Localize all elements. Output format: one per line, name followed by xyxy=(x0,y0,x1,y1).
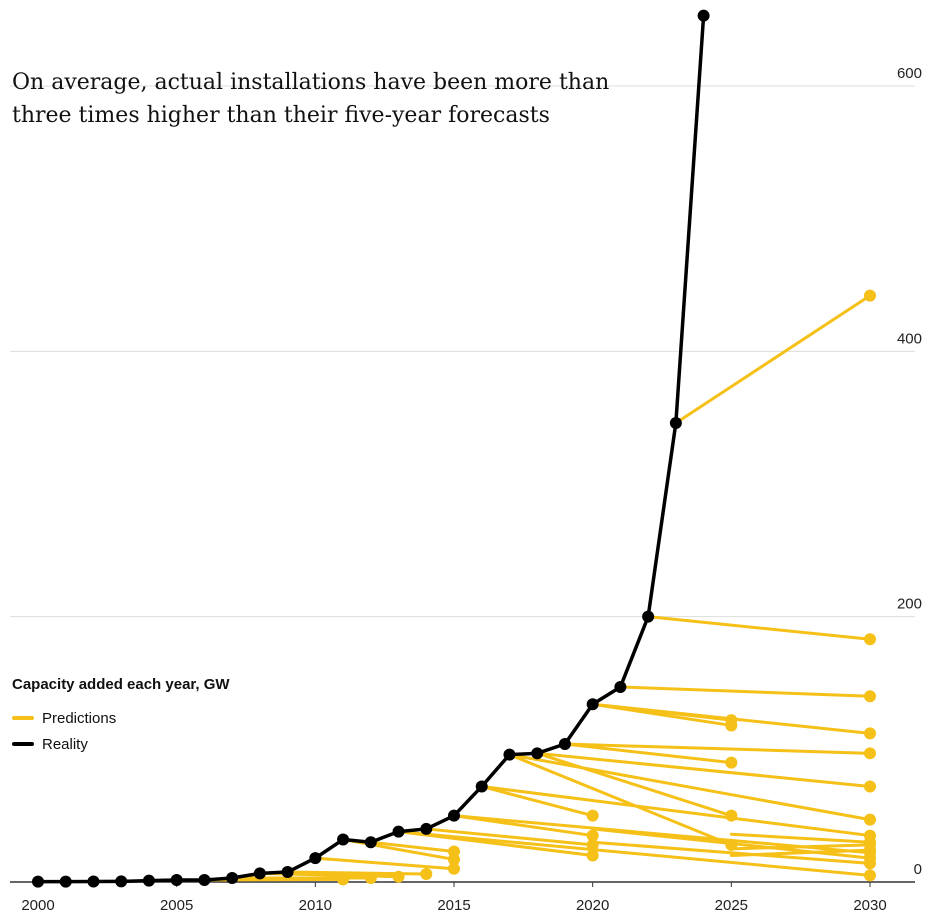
reality-point-2020 xyxy=(586,698,599,711)
prediction-point-25-1 xyxy=(864,289,876,302)
prediction-line-25 xyxy=(674,294,872,425)
reality-point-2004 xyxy=(142,874,155,887)
prediction-point-21-1 xyxy=(864,727,876,740)
reality-point-2017 xyxy=(503,748,516,761)
x-tick-label-2000: 2000 xyxy=(21,897,54,914)
reality-point-2024 xyxy=(697,9,710,22)
reality-point-2000 xyxy=(32,875,44,888)
prediction-point-22-1 xyxy=(725,714,738,727)
reality-series xyxy=(32,9,710,888)
prediction-point-24-1 xyxy=(864,633,876,646)
reality-point-2001 xyxy=(59,875,72,888)
reality-point-2019 xyxy=(558,738,571,751)
legend-item-predictions: Predictions xyxy=(12,705,230,731)
prediction-line-28 xyxy=(729,843,872,851)
prediction-point-10-1 xyxy=(586,809,599,822)
reality-point-2013 xyxy=(392,825,405,838)
prediction-point-6-1 xyxy=(448,845,460,858)
legend-swatch-predictions xyxy=(12,716,34,720)
y-tick-label-0: 0 xyxy=(914,861,922,878)
x-tick-label-2005: 2005 xyxy=(160,897,193,914)
y-tick-labels: 0 200 400 600 xyxy=(897,65,922,878)
reality-point-2009 xyxy=(281,866,294,879)
prediction-line-23 xyxy=(618,685,872,698)
prediction-point-7-1 xyxy=(586,849,599,862)
reality-point-2016 xyxy=(475,780,488,793)
reality-point-2008 xyxy=(253,867,266,880)
prediction-line-15 xyxy=(397,830,872,877)
prediction-line-19 xyxy=(535,751,872,788)
x-tick-label-2015: 2015 xyxy=(437,897,470,914)
prediction-line-29 xyxy=(729,848,872,857)
reality-point-2014 xyxy=(420,822,433,835)
gridlines xyxy=(10,85,915,883)
prediction-line-18 xyxy=(507,753,872,822)
reality-point-2006 xyxy=(198,874,211,887)
x-tick-label-2025: 2025 xyxy=(715,897,748,914)
prediction-line-10 xyxy=(480,784,595,818)
prediction-point-20-1 xyxy=(864,747,876,760)
legend-title: Capacity added each year, GW xyxy=(12,676,230,693)
reality-point-2015 xyxy=(448,809,460,822)
legend: Capacity added each year, GW Predictions… xyxy=(12,676,230,757)
prediction-line-17 xyxy=(480,784,872,838)
prediction-point-4-1 xyxy=(448,862,460,875)
reality-point-2022 xyxy=(642,610,655,623)
prediction-line-20 xyxy=(563,742,872,755)
prediction-point-9-1 xyxy=(586,829,599,842)
prediction-line-27 xyxy=(591,840,872,865)
reality-point-2018 xyxy=(531,747,544,760)
prediction-point-3-1 xyxy=(420,868,433,881)
y-tick-label-400: 400 xyxy=(897,330,922,347)
x-tick-label-2020: 2020 xyxy=(576,897,609,914)
reality-point-2003 xyxy=(115,875,128,888)
x-tick-label-2030: 2030 xyxy=(853,897,886,914)
legend-item-reality: Reality xyxy=(12,731,230,757)
prediction-line-8 xyxy=(424,827,595,847)
x-tick-labels: 2000 2005 2010 2015 2020 2025 2030 xyxy=(21,882,887,914)
legend-label-predictions: Predictions xyxy=(42,709,117,727)
prediction-point-13-1 xyxy=(725,756,738,769)
reality-point-2010 xyxy=(309,852,322,865)
reality-point-2005 xyxy=(170,874,183,887)
reality-point-2023 xyxy=(669,416,682,429)
prediction-line-3 xyxy=(286,870,428,876)
prediction-line-12 xyxy=(535,751,733,818)
prediction-point-15-1 xyxy=(864,869,876,882)
prediction-line-24 xyxy=(646,615,872,641)
y-tick-label-600: 600 xyxy=(897,65,922,82)
prediction-line-13 xyxy=(563,742,733,765)
legend-swatch-reality xyxy=(12,742,34,746)
reality-point-2021 xyxy=(614,680,627,693)
x-tick-label-2010: 2010 xyxy=(299,897,332,914)
prediction-line-30 xyxy=(729,832,872,844)
prediction-line-22 xyxy=(591,702,733,722)
prediction-point-19-1 xyxy=(864,780,876,793)
reality-point-2002 xyxy=(87,875,100,888)
legend-label-reality: Reality xyxy=(42,735,88,753)
prediction-point-30-1 xyxy=(864,836,876,849)
y-tick-label-200: 200 xyxy=(897,596,922,613)
reality-point-2007 xyxy=(226,872,239,885)
reality-point-2012 xyxy=(364,836,377,849)
prediction-line-11 xyxy=(507,753,733,847)
reality-point-2011 xyxy=(337,833,350,846)
prediction-line-6 xyxy=(369,840,456,853)
prediction-line-4 xyxy=(313,856,456,871)
prediction-point-18-1 xyxy=(864,813,876,826)
chart-title: On average, actual installations have be… xyxy=(12,70,610,128)
prediction-series xyxy=(202,289,876,886)
prediction-point-23-1 xyxy=(864,690,876,703)
prediction-point-27-1 xyxy=(864,857,876,870)
